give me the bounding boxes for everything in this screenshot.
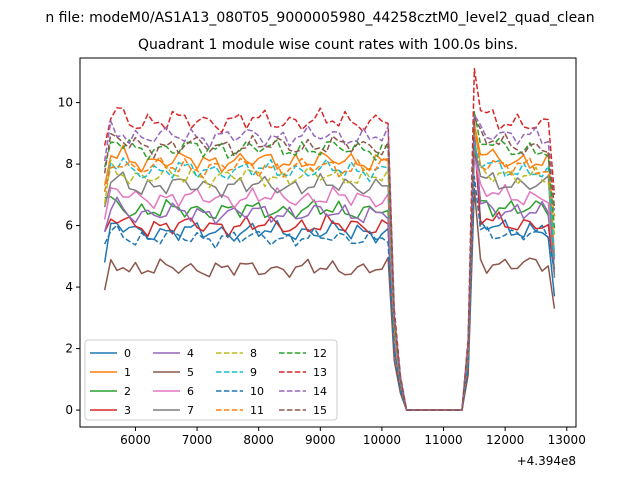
y-tick-label: 2: [65, 342, 73, 356]
ticks-layer: 6000 7000 8000 9000 10000 11000 12000 13000 0 2 4 6…: [58, 96, 586, 447]
series-line-4: [103, 129, 556, 411]
legend-label-6: 6: [187, 385, 194, 398]
legend-label-3: 3: [124, 404, 131, 417]
series-layer: [103, 68, 556, 411]
series-line-8: [103, 126, 556, 411]
x-tick-label: 9000: [305, 433, 336, 447]
legend-box: [84, 339, 338, 421]
y-tick-label: 10: [58, 96, 73, 110]
legend-label-15: 15: [313, 404, 327, 417]
series-line-1: [103, 123, 556, 411]
series-line-10: [103, 175, 556, 411]
chart-title: Quadrant 1 module wise count rates with …: [138, 37, 518, 53]
series-line-7: [103, 144, 556, 411]
x-tick-label: 10000: [363, 433, 401, 447]
y-tick-label: 8: [65, 157, 73, 171]
legend-label-10: 10: [250, 385, 264, 398]
legend-label-5: 5: [187, 366, 194, 379]
x-tick-label: 7000: [182, 433, 213, 447]
legend-label-4: 4: [187, 347, 194, 360]
series-line-15: [103, 117, 556, 411]
legend-label-1: 1: [124, 366, 131, 379]
legend-label-8: 8: [250, 347, 257, 360]
y-tick-label: 4: [65, 280, 73, 294]
x-tick-label: 12000: [486, 433, 524, 447]
legend-label-14: 14: [313, 385, 327, 398]
legend-label-12: 12: [313, 347, 327, 360]
legend-label-2: 2: [124, 385, 131, 398]
figure-suptitle: n file: modeM0/AS1A13_080T05_9000005980_…: [45, 10, 594, 26]
x-tick-label: 8000: [243, 433, 274, 447]
series-line-11: [103, 120, 556, 411]
series-line-13: [103, 68, 556, 411]
series-line-3: [103, 135, 556, 411]
legend-label-13: 13: [313, 366, 327, 379]
x-tick-label: 11000: [424, 433, 462, 447]
axes-frame: [79, 57, 577, 428]
legend-label-9: 9: [250, 366, 257, 379]
x-tick-label: 13000: [548, 433, 586, 447]
legend-label-0: 0: [124, 347, 131, 360]
series-line-12: [103, 111, 556, 411]
y-tick-label: 6: [65, 219, 73, 233]
legend-label-7: 7: [187, 404, 194, 417]
x-offset-label: +4.394e8: [517, 454, 576, 468]
x-tick-label: 6000: [120, 433, 151, 447]
series-line-14: [103, 114, 556, 411]
legend-label-11: 11: [250, 404, 264, 417]
series-line-6: [103, 157, 556, 411]
series-line-5: [103, 187, 556, 411]
y-tick-label: 0: [65, 403, 73, 417]
